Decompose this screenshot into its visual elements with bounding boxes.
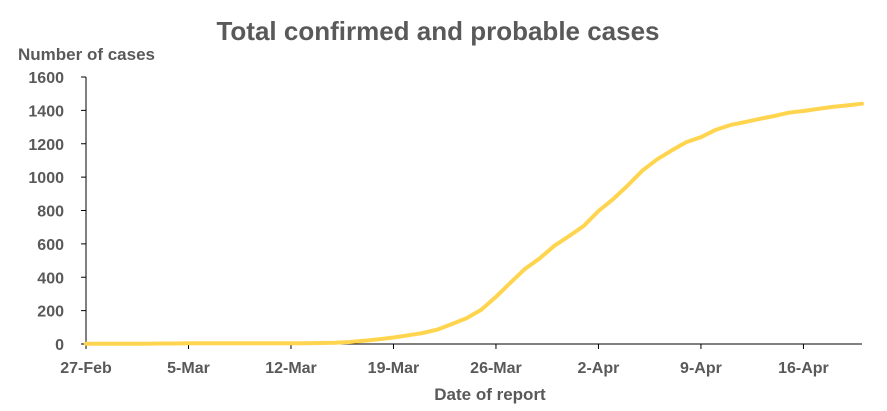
- y-tick-label: 1200: [28, 137, 64, 154]
- series-line-cases: [84, 101, 864, 346]
- x-tick-label: 16-Apr: [778, 360, 829, 377]
- x-tick-label: 2-Apr: [578, 360, 620, 377]
- y-axis-title: Number of cases: [18, 45, 155, 64]
- y-tick-label: 0: [55, 337, 64, 354]
- x-tick-label: 26-Mar: [470, 360, 522, 377]
- x-tick-label: 27-Feb: [60, 360, 112, 377]
- y-tick-label: 200: [37, 304, 64, 321]
- chart-title: Total confirmed and probable cases: [216, 16, 659, 46]
- x-tick-label: 12-Mar: [265, 360, 317, 377]
- x-tick-label: 19-Mar: [368, 360, 420, 377]
- x-axis: 27-Feb 5-Mar 12-Mar 19-Mar 26-Mar 2-Apr 9-Apr 1…: [60, 343, 862, 377]
- y-tick-label: 800: [37, 204, 64, 221]
- y-tick-label: 400: [37, 270, 64, 287]
- y-tick-label: 1600: [28, 70, 64, 87]
- x-tick-label: 9-Apr: [680, 360, 722, 377]
- x-tick-label: 5-Mar: [167, 360, 210, 377]
- x-axis-title: Date of report: [434, 385, 546, 404]
- y-tick-label: 1400: [28, 103, 64, 120]
- y-tick-label: 600: [37, 237, 64, 254]
- y-tick-label: 1000: [28, 170, 64, 187]
- y-axis: 0 200 400 600 800 1000 1200 1400 1600: [28, 70, 87, 354]
- plot-area: [84, 101, 864, 346]
